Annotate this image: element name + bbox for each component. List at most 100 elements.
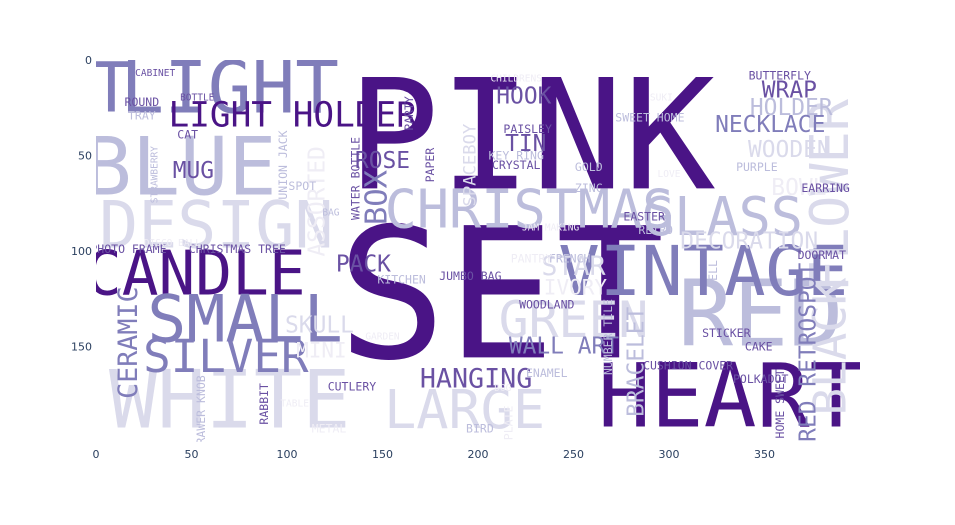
word-plate: PLATE (502, 406, 516, 441)
word-home-sweet: HOME SWEET (773, 369, 787, 438)
word-glass: GLASS (642, 185, 803, 248)
word-tin: TIN (505, 131, 546, 157)
word-bag: BAG (322, 207, 339, 218)
word-green: GREEN (499, 291, 649, 349)
word-party: PARTY (402, 96, 416, 131)
word-easter: EASTER (623, 210, 665, 224)
word-enamel: ENAMEL (526, 366, 568, 380)
word-spot: SPOT (288, 179, 316, 193)
word-dog: DOG (494, 383, 511, 394)
word-wrap: WRAP (762, 78, 817, 104)
x-axis-ticks: 0 50 100 150 200 250 300 350 (93, 448, 776, 461)
word-union-jack: UNION JACK (276, 130, 290, 199)
word-sticker: STICKER (702, 326, 751, 340)
word-earring: EARRING (801, 181, 850, 195)
word-design: DESIGN (99, 189, 333, 264)
word-heart: HEART (598, 345, 863, 448)
word-purple: PURPLE (736, 160, 778, 174)
word-key-ring: KEY RING (489, 149, 544, 163)
word-disco-ball: DISCO BALL (144, 238, 201, 249)
word-light-holder: LIGHT HOLDER (168, 95, 417, 135)
word-number-tile: NUMBER TILE (601, 299, 615, 375)
word-gold: GOLD (575, 160, 603, 174)
word-spaceboy: SPACEBOY (460, 123, 480, 206)
word-ceramic: CERAMIC (113, 286, 144, 398)
word-t: T (91, 49, 132, 129)
word-cake: CAKE (745, 340, 773, 354)
word-holder: HOLDER (750, 95, 833, 121)
word-paper: PAPER (423, 148, 437, 183)
x-tick-label: 350 (754, 448, 775, 461)
word-rose: ROSE (355, 148, 410, 174)
word-flower: FLOWER (798, 98, 861, 292)
word-hook: HOOK (496, 83, 551, 109)
word-retro: RETRO (638, 223, 673, 237)
word-love: LOVE (658, 169, 681, 180)
word-rabbit: RABBIT (257, 383, 271, 425)
word-hanging: HANGING (420, 363, 532, 394)
x-tick-label: 200 (468, 448, 489, 461)
word-mug: MUG (173, 158, 214, 184)
word-large: LARGE (384, 378, 545, 441)
word-assorted: ASSORTED (305, 146, 331, 256)
word-red: RED (678, 261, 844, 368)
word-sweet-home: SWEET HOME (615, 110, 684, 124)
word-pink: PINK (347, 47, 715, 225)
word-light: LIGHT (120, 47, 339, 131)
word-jam-making: JAM MAKING (522, 223, 579, 234)
word-bracelet: BRACELET (624, 306, 650, 416)
word-round: ROUND (125, 95, 160, 109)
word-decoration: DECORATION (680, 228, 818, 254)
x-tick-label: 100 (277, 448, 298, 461)
word-white: WHITE (109, 353, 350, 446)
word-bowl: BOWL (771, 175, 826, 201)
word-doormat: DOORMAT (798, 248, 847, 262)
word-jumbo-bag: JUMBO BAG (439, 269, 501, 283)
word-skull: SKULL (285, 312, 354, 338)
word-table: TABLE (280, 398, 309, 409)
word-metal: METAL (312, 422, 347, 436)
y-axis-ticks: 0 50 100 150 (71, 54, 92, 354)
x-tick-label: 0 (93, 448, 100, 461)
word-bird: BIRD (466, 422, 494, 436)
word-christmas-tree: CHRISTMAS TREE (189, 242, 286, 256)
word-candle: CANDLE (85, 238, 306, 309)
word-french: FRENCH (549, 252, 591, 266)
word-zinc: ZINC (575, 181, 603, 195)
word-black: BLACK (802, 277, 856, 415)
word-paisley: PAISLEY (503, 122, 552, 136)
word-water-bottle: WATER BOTTLE (349, 137, 363, 220)
word-drawer-knob: DRAWER KNOB (194, 375, 208, 451)
word-suki: SUKI (650, 93, 673, 104)
word-woodland: WOODLAND (519, 297, 574, 311)
word-ivory: IVORY (544, 275, 608, 299)
y-tick-label: 100 (71, 245, 92, 258)
word-box: BOX (359, 169, 394, 225)
word-necklace: NECKLACE (715, 112, 825, 138)
word-mini: MINI (296, 338, 347, 362)
y-tick-label: 0 (85, 54, 92, 67)
word-silver: SILVER (143, 329, 309, 383)
word-christmas: CHRISTMAS (385, 177, 675, 240)
word-polkadot: POLKADOT (733, 372, 788, 386)
word-red-retrospot: RED RETROSPOT (795, 262, 821, 441)
word-cutlery: CUTLERY (328, 380, 377, 394)
word-small: SMALL (147, 282, 342, 357)
word-wooden: WOODEN (748, 137, 831, 163)
x-tick-label: 250 (563, 448, 584, 461)
word-pantry: PANTRY (511, 252, 553, 266)
word-cat: CAT (177, 127, 198, 141)
x-tick-label: 50 (185, 448, 199, 461)
word-cushion-cover: CUSHION COVER (643, 359, 733, 373)
y-tick-label: 150 (71, 341, 92, 354)
word-kitchen: KITCHEN (377, 273, 426, 287)
word-bottle: BOTTLE (180, 93, 215, 104)
word-crystal: CRYSTAL (492, 158, 541, 172)
word-tray: TRAY (128, 108, 156, 122)
word-bell: BELL (706, 260, 720, 288)
x-tick-label: 150 (372, 448, 393, 461)
word-cabinet: CABINET (135, 68, 175, 79)
word-photo-frame: PHOTO FRAME (90, 242, 166, 256)
